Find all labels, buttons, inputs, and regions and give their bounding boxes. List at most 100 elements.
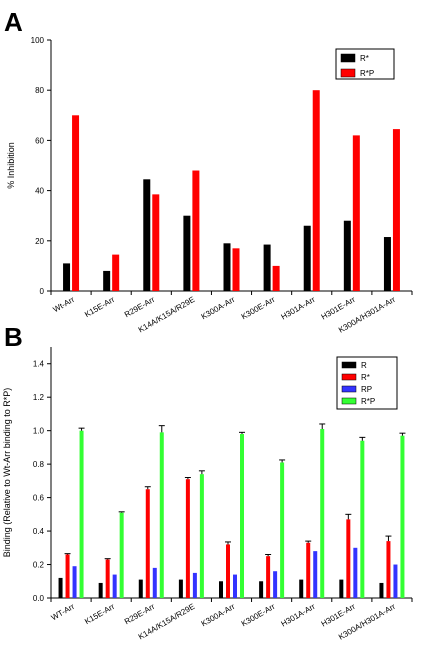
bar-rp-9 [393,564,398,598]
x-category-label: K300A-Arr [200,295,237,322]
bar-rstarp-6 [280,462,285,598]
y-tick-label: 0.0 [33,594,45,603]
bar-rstarp-7 [320,428,325,598]
y-tick-label: 1.0 [33,427,45,436]
legend-label: R*P [360,69,374,78]
bar-rstarp-2 [119,512,124,598]
bar-rstarp-7 [312,90,320,291]
y-tick-label: 60 [35,136,44,145]
bar-rstarp-1 [72,115,80,291]
bar-rstar-4 [185,479,190,598]
bar-rp-4 [192,572,197,598]
legend: R* R*P [335,48,395,80]
bar-rstar-6 [263,244,271,291]
x-category-label: K15E-Arr [83,602,116,626]
bar-rp-8 [353,547,358,598]
x-category-label: R29E-Arr [123,602,157,627]
bar-rstarp-3 [152,194,160,291]
y-tick-label: 40 [35,187,44,196]
bar-rstar-1 [65,554,70,598]
bar-rstar-2 [105,559,110,598]
legend-label: R* [360,54,369,63]
bar-r-3 [138,579,143,598]
x-category-label: H301A-Arr [279,602,317,629]
bar-rstar-9 [386,541,391,598]
y-tick-label: 0 [40,287,45,296]
x-category-label: R29E-Arr [123,295,157,320]
bar-rstarp-3 [159,432,164,598]
bar-rstar-2 [103,270,111,291]
x-category-label: K15E-Arr [83,295,116,319]
bar-rstarp-5 [240,434,244,598]
bar-rstar-9 [383,237,391,291]
bar-rstar-5 [223,243,231,291]
y-tick-label: 0.6 [33,494,45,503]
y-tick-label: 100 [31,36,45,45]
bar-rstar-8 [343,220,351,291]
bar-rstar-6 [266,556,271,598]
x-category-label: K300A-Arr [200,602,237,629]
bar-rstar-8 [346,519,351,598]
bar-rstarp-1 [79,430,84,598]
legend-swatch [340,53,356,63]
bar-rp-1 [72,566,77,598]
bar-rstarp-2 [112,254,120,291]
x-category-label: H301A-Arr [279,295,317,322]
bar-rstarp-4 [199,474,204,598]
bar-rp-2 [112,574,117,598]
y-tick-label: 0.2 [33,561,45,570]
y-tick-label: 20 [35,237,44,246]
bar-rstarp-5 [232,248,240,291]
legend-label: R* [361,373,370,382]
chart-panel-b: B 0.0 0.2 0.4 0.6 0.8 1.0 1.2 1.4 Binding (Relati… [2,322,413,642]
bar-rp-7 [313,551,318,598]
bar-r-2 [98,582,103,598]
legend-swatch [341,385,357,393]
bar-rstar-4 [183,215,191,291]
bar-rp-3 [152,567,157,598]
y-tick-label: 1.2 [33,393,45,402]
x-category-label: WT-Arr [50,602,77,623]
bar-rstarp-6 [272,265,280,291]
x-category-label: K300E-Arr [240,295,277,322]
legend-swatch [340,68,356,78]
panel-letter: B [4,322,23,352]
bar-r-1 [58,577,63,598]
bar-rstar-7 [306,542,311,598]
chart-panel-a: A 0 20 40 60 80 100 % Inhibition Wt-Arr K15E-Arr R… [4,7,413,335]
bar-rstarp-8 [360,440,365,598]
y-tick-label: 1.4 [33,360,45,369]
legend: R R* RP R*P [336,356,398,410]
bar-r-7 [299,579,304,598]
y-axis-title: Binding (Relative to Wt-Arr binding to R… [2,388,12,558]
y-tick-label: 0.8 [33,460,45,469]
y-tick-label: 80 [35,86,44,95]
legend-swatch [341,373,357,381]
bar-rstar-7 [303,225,311,291]
y-tick-label: 0.4 [33,527,45,536]
bar-rstar-3 [145,489,150,598]
bar-r-8 [339,579,344,598]
bar-rp-5 [233,574,237,598]
bar-r-6 [259,581,264,598]
legend-label: R*P [361,397,375,406]
bar-rstarp-9 [400,435,405,598]
panel-letter: A [4,7,23,37]
legend-swatch [341,361,357,369]
bar-rstar-3 [143,179,151,291]
bar-rstar-1 [63,263,71,291]
bar-rstarp-8 [352,135,360,291]
bar-rstarp-9 [392,129,400,291]
x-category-label: Wt-Arr [52,295,77,315]
bar-r-4 [178,579,183,598]
x-category-label: K300E-Arr [240,602,277,629]
legend-swatch [341,397,357,405]
legend-label: R [361,361,367,370]
bar-rp-6 [273,571,278,598]
bar-rstarp-4 [192,170,200,291]
bar-r-5 [219,581,223,598]
bar-r-9 [379,582,384,598]
y-axis-title: % Inhibition [6,142,16,189]
legend-label: RP [361,385,372,394]
